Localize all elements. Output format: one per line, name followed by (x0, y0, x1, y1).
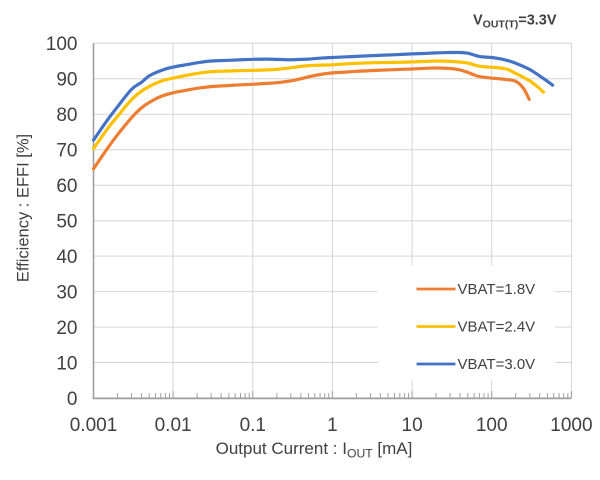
svg-text:VBAT=2.4V: VBAT=2.4V (458, 319, 536, 336)
svg-text:1: 1 (327, 415, 338, 436)
svg-text:0.1: 0.1 (240, 415, 266, 436)
svg-text:50: 50 (56, 212, 77, 233)
svg-text:60: 60 (56, 176, 77, 197)
svg-text:20: 20 (56, 318, 77, 339)
svg-text:VBAT=3.0V: VBAT=3.0V (458, 356, 536, 373)
svg-text:Output Current : IOUT [mA]: Output Current : IOUT [mA] (216, 439, 413, 461)
svg-text:VBAT=1.8V: VBAT=1.8V (458, 281, 536, 298)
svg-text:30: 30 (56, 282, 77, 303)
svg-text:0: 0 (67, 389, 78, 410)
svg-text:0.01: 0.01 (155, 415, 192, 436)
svg-text:100: 100 (46, 34, 78, 55)
svg-text:Efficiency : EFFI [%]: Efficiency : EFFI [%] (15, 134, 33, 282)
svg-text:1000: 1000 (550, 415, 592, 436)
svg-text:0.001: 0.001 (70, 415, 118, 436)
svg-text:70: 70 (56, 141, 77, 162)
svg-text:90: 90 (56, 70, 77, 91)
svg-text:10: 10 (56, 353, 77, 374)
svg-text:10: 10 (402, 415, 423, 436)
svg-text:40: 40 (56, 247, 77, 268)
svg-text:100: 100 (476, 415, 508, 436)
svg-text:80: 80 (56, 105, 77, 126)
